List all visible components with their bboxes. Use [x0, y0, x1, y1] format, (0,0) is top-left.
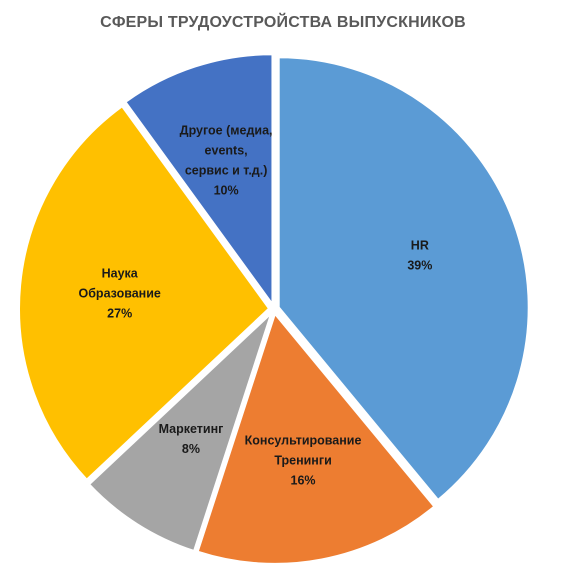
pie-slice-1	[196, 311, 436, 565]
slice-category-label: HR	[411, 239, 429, 253]
slice-value-label: 10%	[214, 184, 239, 198]
slice-category-label: Маркетинг	[159, 422, 224, 436]
slice-category-label: events,	[205, 144, 248, 158]
slice-category-label: сервис и т.д.)	[185, 164, 268, 178]
pie-slices	[18, 53, 530, 565]
pie-labels: HR 39% Консультирование Тренинги 16% Маркетин…	[78, 124, 432, 488]
slice-category-label: Консультирование	[245, 434, 362, 448]
pie-slice-4	[124, 53, 274, 308]
slice-label-0: HR 39%	[407, 239, 432, 273]
slice-label-2: Маркетинг 8%	[159, 422, 224, 456]
pie-slice-0	[277, 56, 530, 502]
chart-title: СФЕРЫ ТРУДОУСТРОЙСТВА ВЫПУСКНИКОВ	[100, 14, 466, 31]
slice-category-label: Образование	[78, 287, 160, 301]
slice-category-label: Наука	[102, 267, 139, 281]
slice-label-1: Консультирование Тренинги 16%	[245, 434, 362, 488]
pie-slice-3	[18, 104, 271, 482]
slice-value-label: 8%	[182, 442, 200, 456]
slice-value-label: 39%	[407, 259, 432, 273]
slice-label-3: Наука Образование 27%	[78, 267, 160, 321]
slice-value-label: 16%	[291, 474, 316, 488]
slice-label-4: Другое (медиа, events, сервис и т.д.) 10%	[180, 124, 273, 198]
slice-value-label: 27%	[107, 307, 132, 321]
pie-slice-2	[87, 312, 273, 553]
slice-category-label: Другое (медиа,	[180, 124, 273, 138]
slice-category-label: Тренинги	[274, 454, 331, 468]
